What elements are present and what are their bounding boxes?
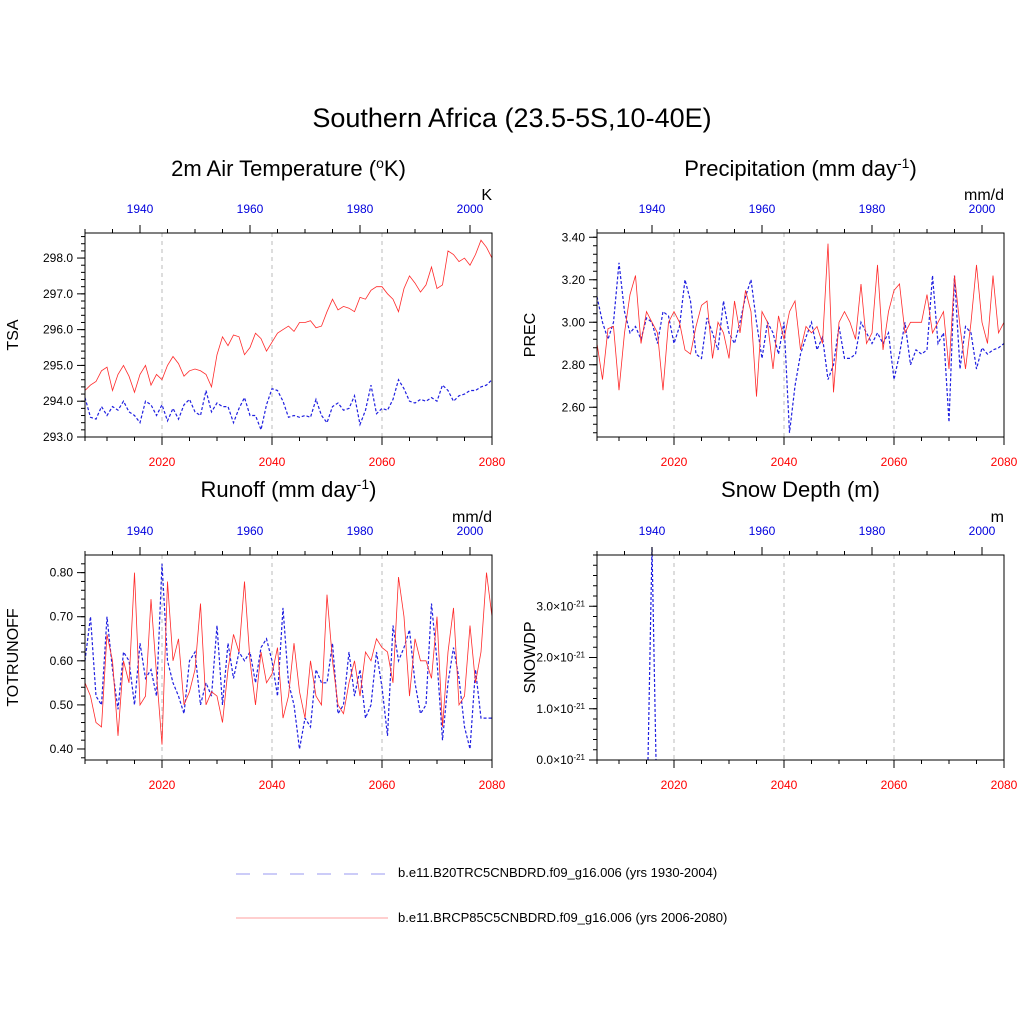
series-future-line — [84, 572, 493, 745]
series-historical-line — [84, 563, 492, 750]
y-tick-label: 294.0 — [43, 394, 73, 408]
x-top-tick-label: 1960 — [237, 202, 264, 216]
y-tick-label: 3.00 — [562, 315, 586, 329]
series-future-line — [596, 243, 1005, 397]
x-bottom-tick-label: 2040 — [771, 455, 798, 469]
x-top-tick-label: 2000 — [969, 202, 996, 216]
chart-panels: 2m Air Temperature (oK) K TSA 293.0 294.0 295… — [5, 155, 1018, 792]
x-bottom-tick-label: 2060 — [369, 778, 396, 792]
y-axis-label: TSA — [5, 319, 22, 350]
units-label: mm/d — [964, 187, 1004, 204]
series-historical-line — [647, 546, 657, 761]
y-tick-label: 297.0 — [43, 287, 73, 301]
x-top-tick-label: 1980 — [859, 202, 886, 216]
x-top-tick-label: 2000 — [969, 524, 996, 538]
y-tick-label: 3.0×10-21 — [536, 599, 585, 614]
x-top-tick-label: 1940 — [639, 524, 666, 538]
x-bottom-tick-label: 2020 — [661, 778, 688, 792]
x-bottom-tick-label: 2040 — [259, 778, 286, 792]
x-bottom-tick-label: 2020 — [149, 778, 176, 792]
y-tick-label: 1.0×10-21 — [536, 701, 585, 716]
x-bottom-tick-label: 2080 — [479, 455, 506, 469]
series-historical-line — [596, 262, 1005, 433]
panel-prec: Precipitation (mm day-1) mm/d PREC 2.60 2.80… — [522, 155, 1018, 469]
x-top-tick-label: 1940 — [127, 524, 154, 538]
plot-frame — [84, 232, 493, 438]
x-top-tick-label: 1940 — [639, 202, 666, 216]
y-tick-label: 295.0 — [43, 358, 73, 372]
plot-frame — [596, 554, 1005, 761]
y-tick-label: 0.70 — [50, 610, 74, 624]
x-top-tick-label: 1960 — [237, 524, 264, 538]
figure-title: Southern Africa (23.5-5S,10-40E) — [312, 103, 711, 133]
series-future-line — [84, 239, 493, 394]
x-top-tick-label: 1960 — [749, 202, 776, 216]
panel-snowdp: Snow Depth (m) m SNOWDP 0.0×10-21 1.0×10-21 2… — [522, 477, 1018, 792]
y-tick-label: 0.40 — [50, 742, 74, 756]
panel-totrunoff: Runoff (mm day-1) mm/d TOTRUNOFF 0.40 0.50 0.… — [5, 476, 506, 792]
legend-label-historical: b.e11.B20TRC5CNBDRD.f09_g16.006 (yrs 193… — [398, 865, 717, 880]
x-bottom-tick-label: 2040 — [771, 778, 798, 792]
legend: b.e11.B20TRC5CNBDRD.f09_g16.006 (yrs 193… — [236, 865, 727, 925]
y-tick-label: 0.60 — [50, 654, 74, 668]
x-top-tick-label: 2000 — [457, 524, 484, 538]
units-label: m — [991, 509, 1004, 526]
y-tick-label: 293.0 — [43, 430, 73, 444]
plot-frame — [84, 554, 493, 761]
y-axis-label: PREC — [522, 313, 539, 357]
y-tick-label: 2.60 — [562, 400, 586, 414]
panel-tsa: 2m Air Temperature (oK) K TSA 293.0 294.0 295… — [5, 155, 506, 469]
legend-label-future: b.e11.BRCP85C5CNBDRD.f09_g16.006 (yrs 20… — [398, 910, 727, 925]
x-bottom-tick-label: 2060 — [369, 455, 396, 469]
series-historical-line — [84, 378, 493, 432]
y-tick-label: 0.50 — [50, 698, 74, 712]
x-top-tick-label: 1980 — [347, 202, 374, 216]
y-axis-label: SNOWDP — [522, 622, 539, 694]
x-top-tick-label: 1940 — [127, 202, 154, 216]
x-top-tick-label: 1980 — [859, 524, 886, 538]
panel-title: Runoff (mm day-1) — [201, 476, 377, 502]
x-top-tick-label: 2000 — [457, 202, 484, 216]
plot-frame — [596, 232, 1005, 438]
x-bottom-tick-label: 2060 — [881, 778, 908, 792]
x-bottom-tick-label: 2020 — [661, 455, 688, 469]
x-top-tick-label: 1960 — [749, 524, 776, 538]
units-label: K — [481, 187, 492, 204]
x-bottom-tick-label: 2080 — [991, 455, 1018, 469]
y-tick-label: 2.80 — [562, 358, 586, 372]
y-tick-label: 3.20 — [562, 273, 586, 287]
units-label: mm/d — [452, 509, 492, 526]
x-bottom-tick-label: 2080 — [479, 778, 506, 792]
panel-title: 2m Air Temperature (oK) — [171, 155, 406, 181]
x-bottom-tick-label: 2080 — [991, 778, 1018, 792]
x-bottom-tick-label: 2060 — [881, 455, 908, 469]
y-tick-label: 0.0×10-21 — [536, 753, 585, 768]
y-axis-label: TOTRUNOFF — [5, 608, 22, 707]
x-bottom-tick-label: 2040 — [259, 455, 286, 469]
y-tick-label: 298.0 — [43, 251, 73, 265]
x-bottom-tick-label: 2020 — [149, 455, 176, 469]
panel-title: Snow Depth (m) — [721, 477, 880, 502]
x-top-tick-label: 1980 — [347, 524, 374, 538]
y-tick-label: 3.40 — [562, 230, 586, 244]
panel-title: Precipitation (mm day-1) — [684, 155, 917, 181]
y-tick-label: 296.0 — [43, 323, 73, 337]
y-tick-label: 0.80 — [50, 566, 74, 580]
y-tick-label: 2.0×10-21 — [536, 650, 585, 665]
